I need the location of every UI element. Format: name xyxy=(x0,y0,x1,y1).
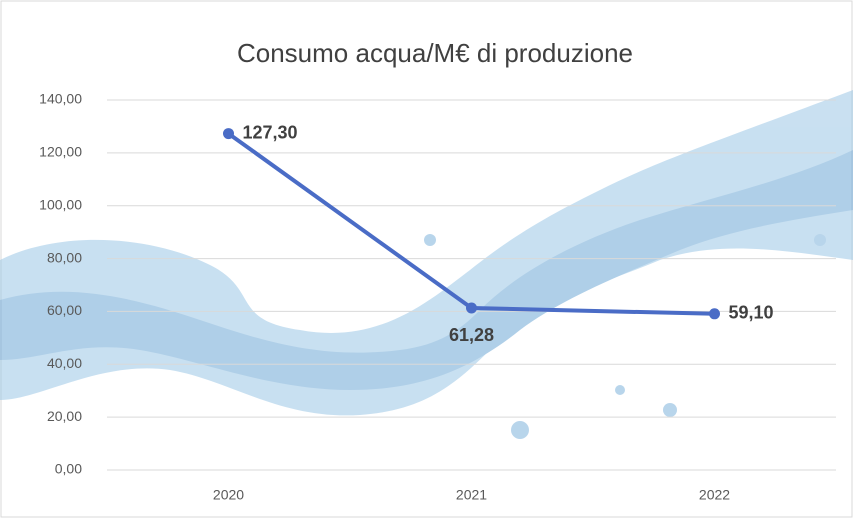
water-splash-background xyxy=(0,90,853,439)
y-tick-label: 40,00 xyxy=(47,355,82,371)
y-tick-label: 80,00 xyxy=(47,249,82,265)
y-tick-label: 20,00 xyxy=(47,408,82,424)
data-label: 127,30 xyxy=(243,122,298,142)
y-tick-label: 60,00 xyxy=(47,302,82,318)
x-tick-label: 2022 xyxy=(699,487,730,503)
data-point xyxy=(709,308,720,320)
data-point xyxy=(466,302,477,314)
data-label: 61,28 xyxy=(449,325,494,345)
data-point xyxy=(223,128,234,140)
y-tick-label: 120,00 xyxy=(39,144,82,160)
x-tick-label: 2020 xyxy=(213,487,244,503)
chart-title: Consumo acqua/M€ di produzione xyxy=(237,38,633,68)
x-tick-label: 2021 xyxy=(456,487,487,503)
data-label: 59,10 xyxy=(729,303,774,323)
y-tick-label: 140,00 xyxy=(39,91,82,107)
y-tick-label: 100,00 xyxy=(39,196,82,212)
y-tick-label: 0,00 xyxy=(55,461,82,477)
